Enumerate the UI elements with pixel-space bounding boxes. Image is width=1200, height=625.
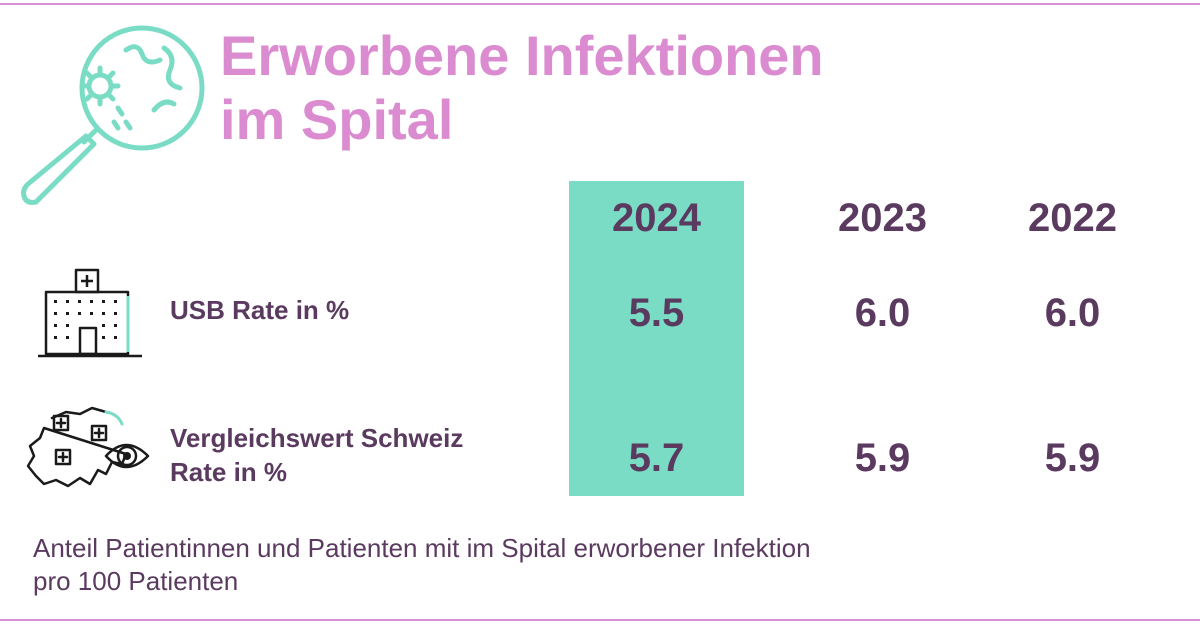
- highlight-column-2024: [569, 181, 744, 496]
- row-label-switzerland: Vergleichswert Schweiz Rate in %: [170, 421, 463, 489]
- hospital-building-icon: [38, 268, 142, 358]
- footnote-line-1: Anteil Patientinnen und Patienten mit im…: [33, 533, 811, 563]
- column-header-2023: 2023: [838, 196, 927, 240]
- footnote: Anteil Patientinnen und Patienten mit im…: [33, 532, 811, 598]
- row-label-usb: USB Rate in %: [170, 293, 349, 327]
- top-divider: [0, 3, 1200, 5]
- column-header-2024: 2024: [612, 196, 701, 240]
- magnifier-bacteria-icon: [21, 25, 205, 205]
- value-switzerland-2022: 5.9: [1044, 436, 1101, 480]
- value-switzerland-2023: 5.9: [854, 436, 911, 480]
- page-title: Erworbene Infektionen im Spital: [220, 24, 824, 152]
- title-line-2: im Spital: [220, 88, 454, 151]
- row-label-switzerland-line-2: Rate in %: [170, 457, 288, 487]
- switzerland-map-eye-icon: [26, 406, 150, 488]
- title-line-1: Erworbene Infektionen: [220, 24, 824, 87]
- value-usb-2023: 6.0: [854, 291, 911, 335]
- row-label-switzerland-line-1: Vergleichswert Schweiz: [170, 423, 464, 453]
- value-switzerland-2024: 5.7: [628, 436, 685, 480]
- bottom-divider: [0, 619, 1200, 621]
- row-label-usb-line-1: USB Rate in %: [170, 295, 350, 325]
- value-usb-2022: 6.0: [1044, 291, 1101, 335]
- column-header-2022: 2022: [1028, 196, 1117, 240]
- footnote-line-2: pro 100 Patienten: [33, 566, 239, 596]
- value-usb-2024: 5.5: [628, 291, 685, 335]
